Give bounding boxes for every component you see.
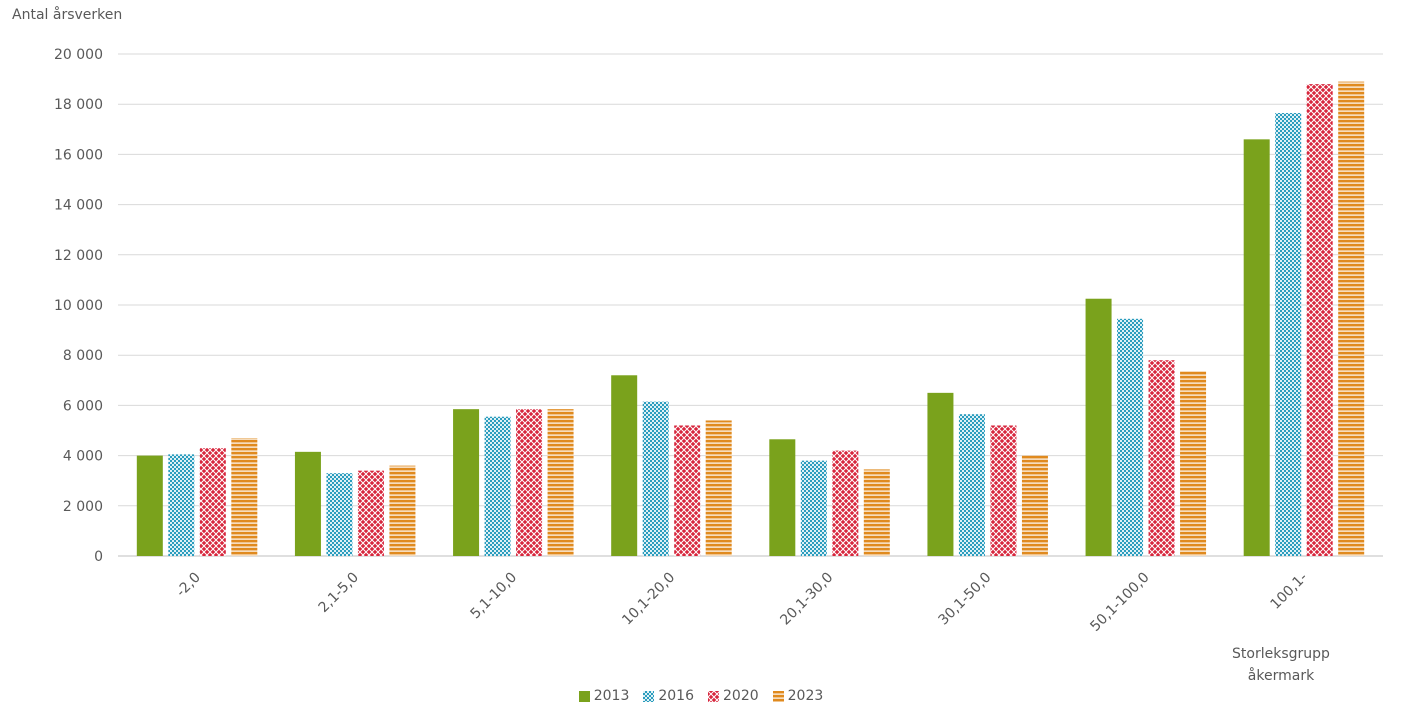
- x-tick-label: 2,1-5,0: [316, 570, 362, 616]
- x-tick-label: 5,1-10,0: [467, 570, 520, 623]
- y-tick-label: 8 000: [63, 348, 103, 364]
- y-tick-labels: 0 2 000 4 000 6 000 8 000 10 000 12 000 14 000 1…: [54, 47, 103, 565]
- y-tick-label: 2 000: [63, 499, 103, 515]
- bar-2020-7: [1306, 84, 1333, 557]
- legend-swatch: [708, 690, 719, 702]
- x-axis-title-line-1: Storleksgrupp: [1232, 646, 1330, 662]
- bar-2016-3: [642, 401, 669, 556]
- legend-swatch: [772, 690, 784, 702]
- legend-label: 2023: [787, 688, 824, 704]
- legend-swatch: [643, 690, 655, 702]
- y-tick-label: 18 000: [54, 97, 103, 113]
- x-tick-label: 50,1-100,0: [1087, 570, 1152, 635]
- bar-2016-4: [800, 460, 827, 556]
- y-axis-title: Antal årsverken: [12, 6, 122, 23]
- bar-2023-7: [1338, 81, 1365, 557]
- bar-2020-2: [516, 409, 543, 556]
- bar-2013-7: [1243, 139, 1270, 556]
- legend-label: 2013: [593, 688, 630, 704]
- bar-2020-3: [674, 425, 701, 556]
- legend-swatch-fill: [578, 690, 590, 702]
- bar-2020-4: [832, 450, 859, 556]
- bar-2020-5: [990, 425, 1017, 556]
- legend-swatch-fill: [708, 690, 719, 702]
- legend-item-2020: 2020: [708, 688, 759, 704]
- bar-2013-0: [136, 455, 163, 556]
- x-tick-label: 30,1-50,0: [936, 570, 995, 629]
- legend: 2013 2016 2020 2023: [0, 688, 1402, 704]
- bar-2020-1: [357, 470, 384, 556]
- legend-swatch-fill: [643, 690, 655, 702]
- y-tick-label: 10 000: [54, 298, 103, 314]
- bar-2016-0: [168, 454, 195, 556]
- bar-2023-6: [1180, 371, 1207, 556]
- y-tick-label: 4 000: [63, 449, 103, 465]
- bar-2016-6: [1117, 318, 1144, 556]
- legend-swatch: [578, 690, 590, 702]
- bar-2013-2: [453, 409, 480, 556]
- bar-2013-4: [769, 439, 796, 556]
- legend-label: 2016: [658, 688, 694, 704]
- y-tick-label: 6 000: [63, 398, 103, 414]
- x-tick-label: -2,0: [173, 570, 204, 601]
- bar-2023-1: [389, 465, 416, 556]
- y-tick-label: 0: [94, 549, 103, 565]
- bar-2016-2: [484, 416, 511, 556]
- bar-2023-4: [863, 469, 890, 556]
- legend-item-2013: 2013: [578, 688, 630, 704]
- bar-2016-5: [958, 414, 985, 556]
- legend-item-2016: 2016: [643, 688, 694, 704]
- bar-2020-0: [199, 448, 226, 556]
- x-tick-label: 20,1-30,0: [777, 570, 836, 629]
- bar-2016-1: [326, 473, 353, 556]
- bar-2016-7: [1275, 112, 1302, 557]
- y-tick-label: 16 000: [54, 147, 103, 163]
- bar-chart: Antal årsverken 0 2 000 4 000 6 000 8 000 10 …: [12, 6, 1383, 684]
- bar-2023-2: [547, 409, 574, 556]
- x-tick-label: 10,1-20,0: [619, 570, 678, 629]
- y-tick-label: 20 000: [54, 47, 103, 63]
- x-axis-title-line-2: åkermark: [1248, 667, 1315, 684]
- bar-2023-0: [231, 438, 258, 556]
- bar-2020-6: [1148, 360, 1175, 556]
- bars: [136, 81, 1365, 557]
- bar-2013-5: [927, 392, 954, 556]
- bar-2013-1: [294, 451, 321, 556]
- bar-2013-3: [611, 375, 638, 556]
- legend-swatch-fill: [772, 690, 784, 702]
- legend-item-2023: 2023: [772, 688, 824, 704]
- bar-2013-6: [1085, 298, 1112, 556]
- y-tick-label: 12 000: [54, 248, 103, 264]
- x-tick-label: 100,1-: [1268, 570, 1311, 613]
- y-tick-label: 14 000: [54, 198, 103, 214]
- x-tick-labels: -2,0 2,1-5,0 5,1-10,0 10,1-20,0 20,1-30,0 30,…: [173, 570, 1311, 635]
- bar-2023-3: [705, 420, 732, 556]
- bar-2023-5: [1021, 455, 1048, 556]
- legend-label: 2020: [723, 688, 759, 704]
